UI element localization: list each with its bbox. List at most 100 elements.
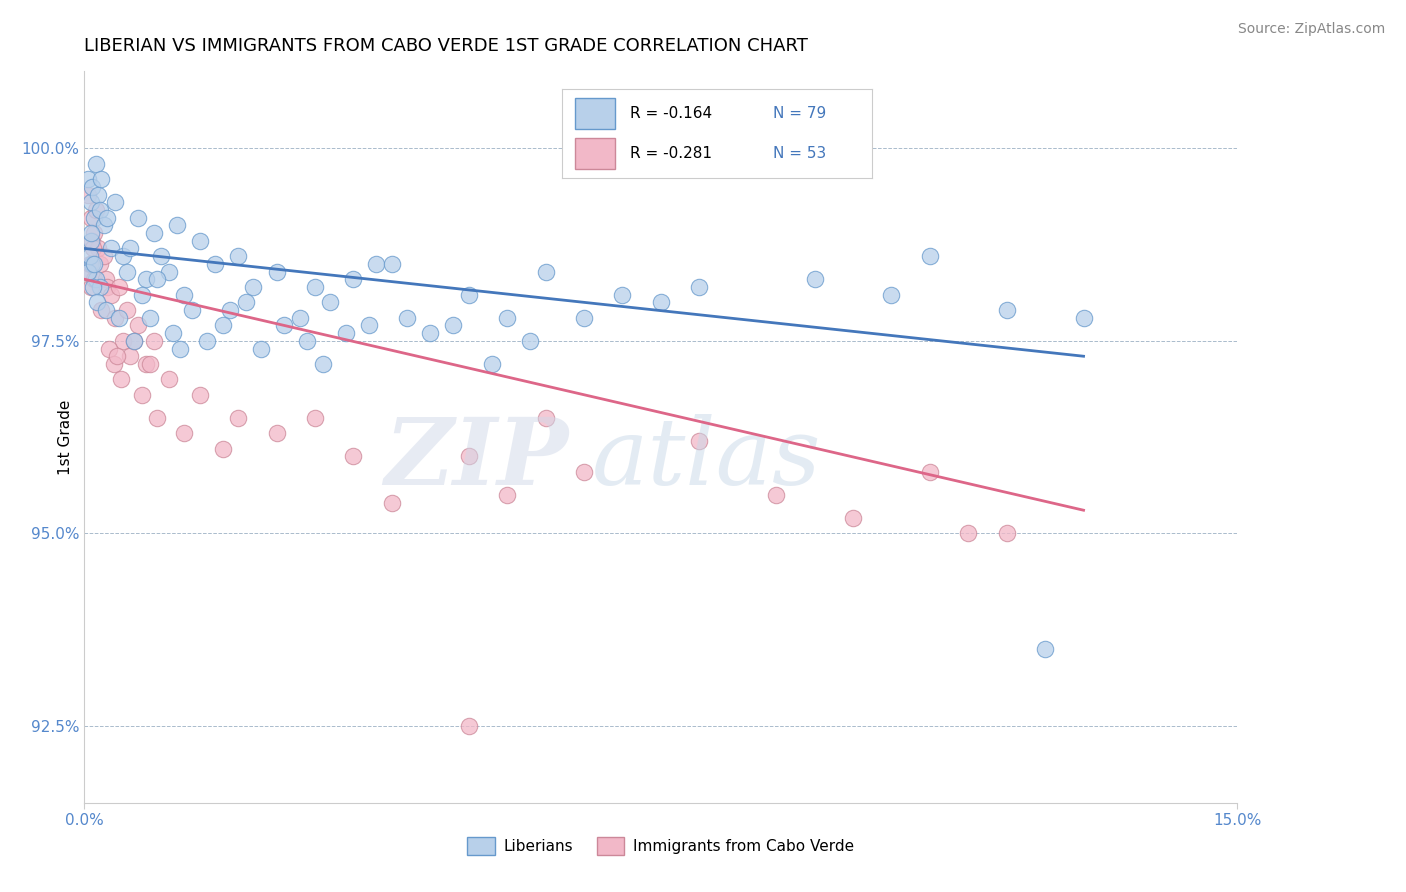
Point [127, 318, 149, 333]
Point [104, 195, 127, 210]
Point [82, 242, 104, 256]
Point [1073, 310, 1095, 325]
Point [211, 318, 233, 333]
Point [80, 280, 103, 294]
Point [131, 287, 153, 301]
Point [765, 488, 787, 502]
Point [127, 211, 149, 225]
Y-axis label: 1st Grade: 1st Grade [58, 400, 73, 475]
Point [77, 264, 100, 278]
Point [107, 349, 129, 363]
Text: Source: ZipAtlas.com: Source: ZipAtlas.com [1237, 22, 1385, 37]
Point [79, 257, 101, 271]
Point [519, 334, 541, 348]
Point [181, 303, 204, 318]
Point [135, 357, 157, 371]
Point [157, 372, 180, 386]
Point [1033, 641, 1056, 656]
Point [83, 211, 105, 225]
Point [157, 264, 180, 278]
Point [90, 172, 112, 186]
Point [572, 310, 595, 325]
Point [96, 280, 118, 294]
Point [79, 195, 101, 210]
Point [115, 303, 138, 318]
Point [97, 342, 120, 356]
Point [496, 310, 519, 325]
Point [77, 172, 100, 186]
Point [242, 280, 264, 294]
Point [381, 495, 404, 509]
Point [366, 257, 388, 271]
Point [103, 357, 125, 371]
Point [204, 257, 226, 271]
Point [173, 426, 195, 441]
Point [142, 334, 165, 348]
Point [688, 434, 710, 448]
Point [80, 226, 103, 240]
Point [957, 526, 980, 541]
Point [142, 226, 165, 240]
Point [235, 295, 257, 310]
Point [84, 157, 107, 171]
Point [357, 318, 380, 333]
Point [87, 242, 110, 256]
Point [108, 280, 131, 294]
Point [195, 334, 218, 348]
Point [124, 334, 146, 348]
Point [335, 326, 357, 340]
Point [83, 257, 105, 271]
Point [100, 242, 122, 256]
Point [84, 272, 107, 286]
Point [650, 295, 672, 310]
Point [96, 211, 118, 225]
Point [89, 257, 111, 271]
Text: R = -0.164: R = -0.164 [630, 106, 713, 121]
Point [111, 249, 134, 263]
Point [79, 211, 101, 225]
Point [612, 287, 634, 301]
Point [441, 318, 464, 333]
Point [880, 287, 903, 301]
Point [104, 310, 127, 325]
Point [266, 426, 288, 441]
Point [226, 249, 249, 263]
Point [124, 334, 146, 348]
Legend: Liberians, Immigrants from Cabo Verde: Liberians, Immigrants from Cabo Verde [461, 831, 860, 861]
Point [120, 242, 142, 256]
Text: N = 53: N = 53 [773, 146, 825, 161]
Point [108, 310, 131, 325]
Point [219, 303, 242, 318]
Point [995, 526, 1018, 541]
Point [995, 303, 1018, 318]
Point [396, 310, 419, 325]
Point [534, 410, 557, 425]
Point [84, 202, 107, 217]
FancyBboxPatch shape [575, 98, 614, 129]
Point [311, 357, 333, 371]
Point [688, 280, 710, 294]
Point [534, 264, 557, 278]
Text: N = 79: N = 79 [773, 106, 825, 121]
Point [918, 249, 941, 263]
Point [83, 226, 105, 240]
Point [80, 234, 103, 248]
Text: R = -0.281: R = -0.281 [630, 146, 713, 161]
Point [572, 465, 595, 479]
Point [111, 334, 134, 348]
Point [146, 272, 169, 286]
Point [342, 450, 364, 464]
FancyBboxPatch shape [575, 138, 614, 169]
Point [146, 410, 169, 425]
Point [150, 249, 173, 263]
Point [162, 326, 184, 340]
Point [319, 295, 342, 310]
Point [94, 303, 117, 318]
Point [211, 442, 233, 456]
Text: LIBERIAN VS IMMIGRANTS FROM CABO VERDE 1ST GRADE CORRELATION CHART: LIBERIAN VS IMMIGRANTS FROM CABO VERDE 1… [84, 37, 808, 54]
Point [89, 280, 111, 294]
Point [304, 410, 326, 425]
Point [457, 287, 479, 301]
Point [83, 272, 105, 286]
Point [842, 511, 865, 525]
